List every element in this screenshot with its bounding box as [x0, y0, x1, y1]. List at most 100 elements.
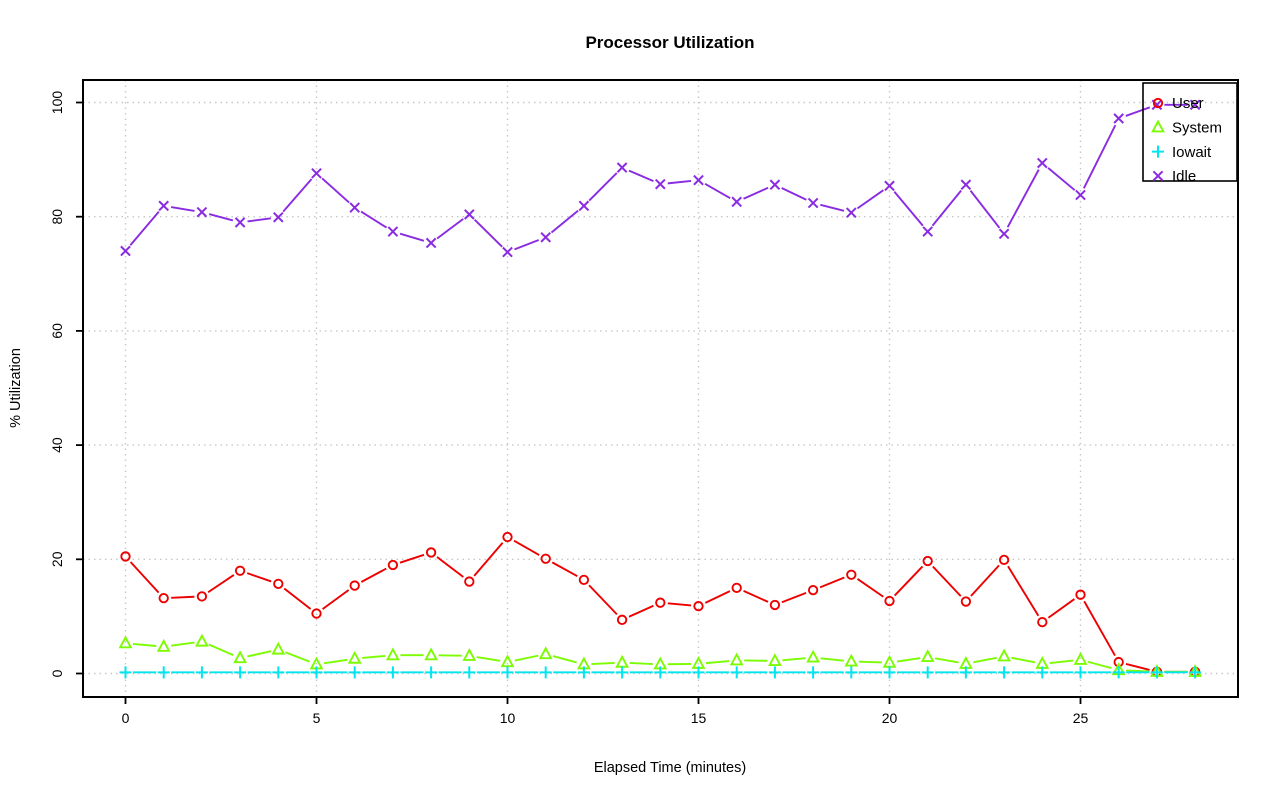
series-segment [362, 654, 386, 659]
data-point-triangle-marker [538, 646, 553, 660]
data-point-circle-marker [158, 592, 169, 604]
series-segment [743, 590, 769, 603]
legend-item-system: System [1151, 119, 1222, 137]
data-point-plus-marker [386, 666, 399, 679]
series-segment [628, 169, 654, 183]
series-segment [208, 213, 234, 222]
series-segment [514, 239, 540, 251]
data-point-triangle-marker [844, 653, 859, 667]
legend-item-iowait: Iowait [1152, 144, 1212, 161]
series-segment [1126, 669, 1150, 673]
data-point-plus-marker [883, 666, 896, 679]
series-segment [323, 658, 348, 665]
data-point-plus-marker [1112, 666, 1125, 679]
data-point-x-marker [654, 178, 666, 190]
series-segment [283, 587, 312, 610]
series-segment [1125, 106, 1151, 117]
data-point-plus-marker [539, 666, 552, 679]
data-point-triangle-marker [920, 649, 935, 662]
series-segment [1125, 663, 1150, 671]
series-segment [247, 217, 271, 223]
x-axis-label: Elapsed Time (minutes) [594, 760, 746, 776]
data-point-plus-marker [577, 666, 590, 679]
data-point-plus-marker [616, 666, 629, 679]
x-tick-label: 25 [1073, 710, 1089, 726]
data-point-circle-marker [502, 531, 513, 543]
data-point-circle-marker [655, 597, 666, 608]
data-point-plus-marker [807, 666, 820, 679]
y-tick-label: 0 [49, 669, 65, 677]
series-segment [436, 556, 464, 578]
data-point-x-marker [1189, 99, 1201, 111]
data-point-x-marker [1036, 157, 1048, 169]
data-point-plus-marker [921, 666, 934, 679]
series-segment [628, 604, 654, 618]
legend-label: Idle [1172, 168, 1196, 185]
data-point-triangle-marker [233, 650, 247, 664]
data-point-circle-marker [693, 600, 704, 612]
series-segment [552, 655, 577, 664]
series-segment [781, 187, 807, 201]
legend-label: System [1172, 120, 1222, 137]
data-point-circle-marker [349, 580, 360, 591]
series-segment [1007, 565, 1040, 617]
data-point-circle-marker [731, 582, 742, 593]
series-segment [667, 179, 692, 185]
series-segment [591, 662, 615, 665]
series-segment [1006, 169, 1040, 228]
series-segment [856, 189, 884, 210]
data-point-triangle-marker [768, 653, 782, 666]
series-segment [208, 643, 234, 656]
series-segment [704, 590, 731, 604]
series-segment [1047, 598, 1075, 619]
series-segment [629, 662, 653, 665]
data-point-triangle-marker [424, 647, 438, 661]
series-segment [282, 178, 313, 213]
data-point-plus-marker [768, 666, 781, 679]
series-segment [588, 584, 618, 616]
x-tick-label: 0 [122, 710, 130, 726]
legend-box [1142, 82, 1238, 182]
series-segment [399, 553, 425, 564]
series-segment [1047, 167, 1076, 191]
legend-label: User [1172, 95, 1204, 112]
data-point-plus-marker [272, 666, 285, 679]
data-point-circle-marker [769, 599, 781, 611]
series-segment [970, 564, 1000, 597]
data-point-triangle-marker [118, 635, 133, 649]
data-point-x-marker [540, 231, 552, 243]
data-point-x-marker [196, 206, 208, 218]
series-segment [399, 232, 425, 242]
data-point-plus-marker [234, 666, 247, 679]
series-segment [360, 567, 387, 583]
data-point-circle-marker [616, 614, 628, 625]
legend-circle-marker [1152, 97, 1164, 109]
series-segment [207, 574, 235, 594]
data-point-circle-marker [425, 547, 437, 558]
data-point-circle-marker [464, 576, 475, 587]
axis-ticks-and-labels: 0 5 10 15 20 25 0 20 40 60 80 100 [49, 91, 1088, 726]
legend-triangle-marker [1151, 119, 1165, 133]
series-segment [973, 656, 997, 664]
data-point-x-marker [769, 179, 781, 191]
series-segment [819, 576, 845, 589]
series-segment [550, 209, 579, 234]
series-segment [858, 660, 883, 664]
y-tick-label: 40 [49, 437, 65, 453]
series-segment [132, 642, 157, 647]
data-point-triangle-marker [882, 654, 897, 668]
series-segment [743, 186, 769, 200]
data-point-plus-marker [425, 666, 438, 679]
series-segment [1049, 659, 1074, 664]
legend-x-marker [1152, 170, 1164, 182]
series-segment [588, 172, 618, 202]
data-point-plus-marker [845, 666, 858, 679]
y-tick-label: 60 [49, 323, 65, 339]
data-point-plus-marker [348, 666, 361, 679]
data-point-x-marker [845, 207, 857, 219]
series-segment [893, 191, 924, 227]
series-segment [171, 641, 195, 647]
series-iowait [119, 666, 1202, 679]
data-point-x-marker [311, 167, 322, 179]
